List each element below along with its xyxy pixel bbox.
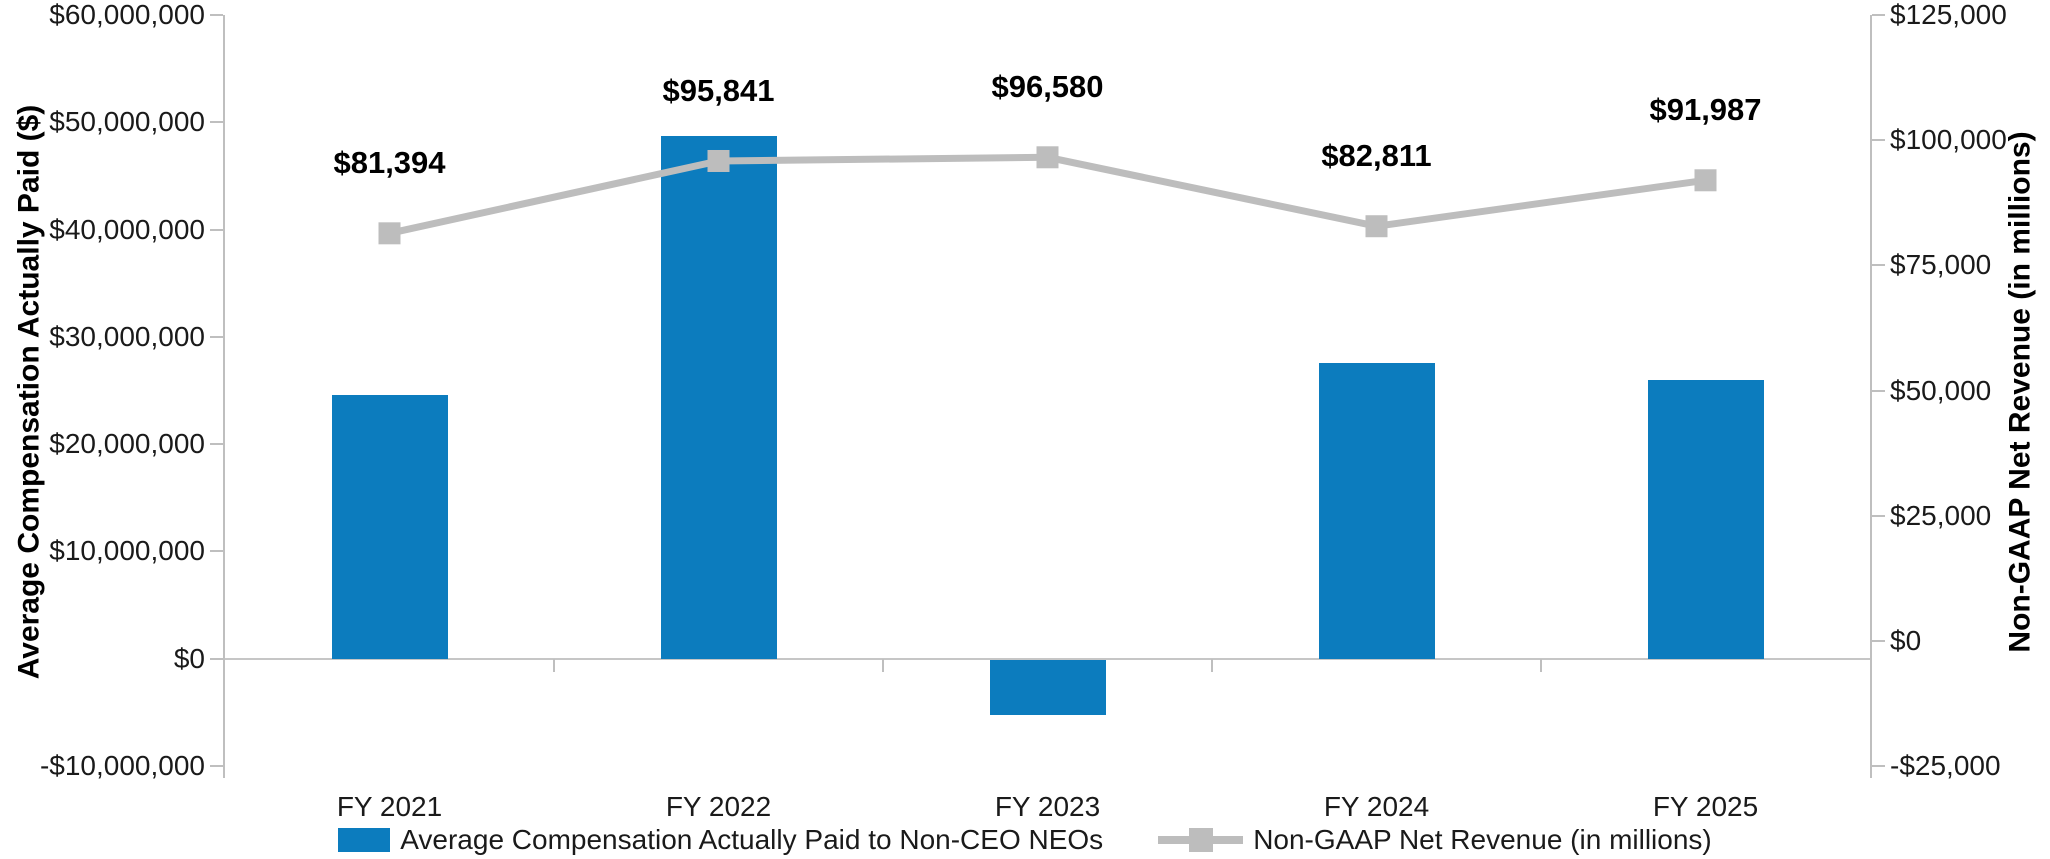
right-axis-tick (1872, 14, 1885, 16)
right-axis-tick-label: $50,000 (1890, 374, 1992, 406)
x-axis-label: FY 2022 (665, 791, 772, 822)
right-axis-tick-label: -$25,000 (1890, 750, 2001, 781)
right-axis-tick-label: $125,000 (1890, 0, 2007, 30)
right-axis-tick-label: $75,000 (1890, 249, 1992, 281)
left-axis-tick (210, 121, 223, 124)
right-axis-tick-label: $100,000 (1890, 124, 2007, 156)
bar-fy-2023 (989, 659, 1106, 716)
line-series-swatch-icon (1158, 827, 1244, 853)
line-point-marker (1036, 146, 1059, 169)
line-point-marker (378, 222, 401, 245)
legend-item-bar-series: Average Compensation Actually Paid to No… (338, 824, 1103, 856)
right-axis-tick-label: $0 (1890, 624, 1922, 656)
left-axis-tick-label: $40,000,000 (49, 213, 205, 245)
left-axis-tick-label: $10,000,000 (49, 535, 205, 567)
x-axis-label: FY 2023 (994, 791, 1101, 822)
left-axis-tick (210, 14, 223, 16)
x-axis-boundary-tick (882, 658, 884, 672)
left-axis-tick (210, 657, 223, 660)
line-data-label: $95,841 (662, 72, 775, 108)
left-axis-tick (210, 550, 223, 553)
line-point-marker (1365, 215, 1388, 238)
right-axis-tick (1872, 639, 1885, 642)
chart-legend: Average Compensation Actually Paid to No… (0, 824, 2050, 856)
line-data-label: $82,811 (1321, 138, 1432, 174)
legend-item-line-series: Non-GAAP Net Revenue (in millions) (1158, 824, 1712, 856)
bar-fy-2024 (1318, 362, 1435, 659)
left-axis-tick-label: $30,000,000 (49, 320, 205, 352)
left-axis-tick (210, 443, 223, 446)
bar-fy-2022 (660, 136, 777, 659)
line-data-label: $96,580 (991, 69, 1104, 105)
right-axis-tick (1872, 139, 1885, 142)
zero-line (225, 657, 1870, 660)
right-axis-tick (1872, 389, 1885, 392)
legend-label-bar-series: Average Compensation Actually Paid to No… (400, 824, 1104, 855)
x-axis-label: FY 2021 (336, 791, 443, 822)
right-axis-tick-label: $25,000 (1890, 499, 1992, 531)
left-axis-line (223, 15, 225, 778)
right-axis-tick (1872, 264, 1885, 267)
bar-fy-2025 (1647, 379, 1764, 659)
right-axis-line (1870, 15, 1872, 778)
line-point-marker (1694, 169, 1717, 192)
left-axis-tick (210, 228, 223, 231)
left-axis-tick (210, 335, 223, 338)
line-data-label: $91,987 (1649, 92, 1762, 128)
right-axis-tick (1872, 514, 1885, 517)
right-axis-tick (1872, 765, 1885, 767)
x-axis-label: FY 2025 (1652, 791, 1759, 822)
left-axis-tick-label: $50,000,000 (49, 106, 205, 138)
x-axis-boundary-tick (553, 658, 555, 672)
left-axis-tick (210, 765, 223, 767)
line-data-label: $81,394 (333, 145, 446, 181)
legend-label-line-series: Non-GAAP Net Revenue (in millions) (1253, 824, 1712, 855)
bar-series-swatch-icon (338, 828, 391, 852)
line-series-path (388, 153, 1706, 237)
x-axis-boundary-tick (1540, 658, 1542, 672)
left-axis-tick-label: $0 (173, 642, 205, 674)
left-axis-tick-label: $20,000,000 (49, 428, 205, 460)
bar-fy-2021 (331, 394, 448, 659)
left-axis-tick-label: -$10,000,000 (39, 750, 205, 781)
x-axis-label: FY 2024 (1323, 791, 1430, 822)
left-axis-tick-label: $60,000,000 (49, 0, 205, 30)
x-axis-boundary-tick (1211, 658, 1213, 672)
